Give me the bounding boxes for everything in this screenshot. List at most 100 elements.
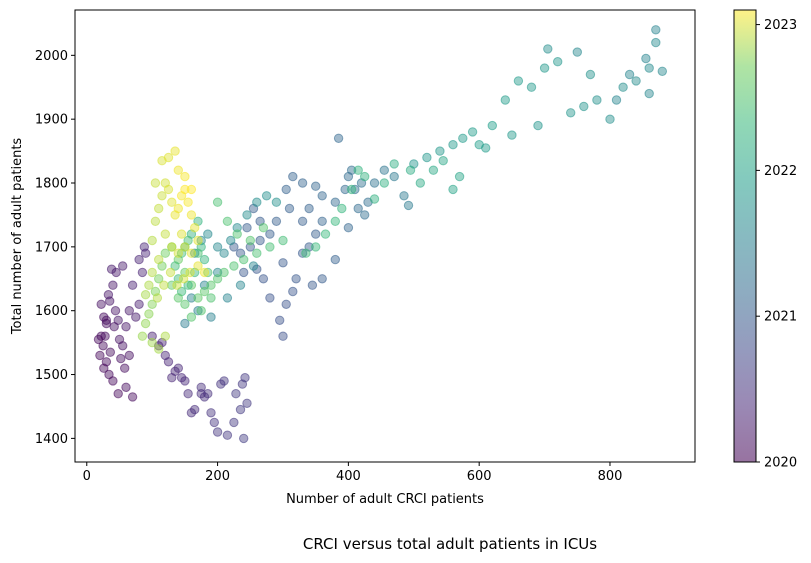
data-point bbox=[196, 389, 206, 399]
data-point bbox=[353, 165, 363, 175]
data-point bbox=[180, 318, 190, 329]
data-point bbox=[422, 152, 432, 163]
data-point bbox=[167, 197, 177, 207]
data-point bbox=[448, 140, 458, 150]
data-point bbox=[317, 216, 327, 227]
data-point bbox=[353, 203, 363, 214]
x-tick-label: 600 bbox=[467, 469, 492, 484]
data-point bbox=[275, 315, 285, 325]
data-point bbox=[360, 171, 370, 182]
data-point bbox=[199, 267, 210, 278]
data-point bbox=[147, 299, 157, 309]
data-point bbox=[226, 235, 236, 246]
data-point bbox=[278, 235, 288, 246]
data-point bbox=[222, 216, 233, 227]
x-tick-label: 200 bbox=[205, 469, 230, 484]
data-point bbox=[196, 235, 206, 246]
data-point bbox=[291, 274, 301, 284]
data-point bbox=[105, 347, 116, 357]
data-point bbox=[106, 264, 117, 274]
data-point bbox=[118, 261, 128, 271]
data-point bbox=[203, 229, 213, 239]
data-point bbox=[176, 373, 187, 383]
data-point bbox=[258, 274, 269, 284]
data-point bbox=[337, 203, 347, 214]
data-point bbox=[255, 235, 265, 246]
data-point bbox=[428, 165, 439, 175]
data-point bbox=[186, 248, 197, 258]
data-point bbox=[173, 248, 184, 258]
data-point bbox=[165, 267, 176, 278]
figure-caption: CRCI versus total adult patients in ICUs bbox=[302, 535, 598, 553]
data-point bbox=[180, 171, 190, 182]
data-point bbox=[183, 197, 193, 207]
data-point bbox=[618, 82, 628, 92]
data-point bbox=[206, 280, 216, 290]
x-axis-label: Number of adult CRCI patients bbox=[286, 492, 484, 507]
data-point bbox=[539, 63, 550, 73]
data-point bbox=[116, 353, 126, 364]
data-point bbox=[137, 331, 148, 341]
data-point bbox=[114, 334, 125, 345]
colorbar-tick-label: 2022 bbox=[764, 164, 797, 179]
x-tick-label: 800 bbox=[598, 469, 623, 484]
data-point bbox=[180, 184, 190, 195]
data-point bbox=[507, 130, 517, 140]
data-point bbox=[212, 197, 223, 207]
data-point bbox=[203, 267, 213, 278]
data-point bbox=[160, 229, 171, 239]
data-point bbox=[245, 242, 256, 252]
data-point bbox=[180, 242, 190, 252]
plot-area bbox=[74, 9, 696, 463]
data-point bbox=[271, 197, 282, 207]
data-point bbox=[242, 210, 252, 220]
data-point bbox=[96, 299, 106, 309]
data-point bbox=[288, 171, 298, 182]
data-point bbox=[147, 235, 157, 246]
data-point bbox=[150, 178, 161, 188]
data-point bbox=[173, 165, 184, 175]
data-point bbox=[139, 242, 150, 252]
data-point bbox=[183, 280, 193, 290]
data-point bbox=[553, 57, 563, 67]
data-point bbox=[239, 267, 249, 278]
data-point bbox=[369, 194, 380, 204]
data-point bbox=[644, 63, 654, 73]
data-point bbox=[222, 293, 233, 303]
data-point bbox=[278, 258, 288, 268]
data-point bbox=[235, 280, 246, 290]
data-point bbox=[154, 274, 164, 284]
data-point bbox=[360, 210, 370, 220]
data-point bbox=[160, 248, 171, 258]
data-point bbox=[340, 184, 350, 195]
data-point bbox=[231, 389, 241, 399]
y-axis-label: Total number of adult patients bbox=[10, 138, 25, 336]
data-point bbox=[481, 143, 491, 153]
data-point bbox=[448, 184, 458, 195]
data-point bbox=[108, 280, 118, 290]
data-point bbox=[330, 197, 340, 207]
data-point bbox=[127, 280, 138, 290]
data-point bbox=[533, 120, 543, 131]
data-point bbox=[193, 306, 203, 316]
data-point bbox=[235, 404, 246, 415]
data-point bbox=[193, 293, 203, 303]
data-point bbox=[167, 242, 177, 252]
y-tick-label: 2000 bbox=[35, 49, 68, 64]
data-point bbox=[297, 216, 308, 227]
x-axis-ticks: 0 200 400 600 800 bbox=[83, 462, 623, 484]
data-point bbox=[301, 248, 311, 258]
data-point bbox=[137, 267, 148, 278]
data-point bbox=[261, 191, 272, 201]
data-point bbox=[458, 133, 468, 144]
data-point bbox=[186, 184, 197, 195]
data-point bbox=[389, 159, 399, 169]
data-point bbox=[245, 235, 256, 246]
data-point bbox=[196, 382, 206, 392]
data-point bbox=[297, 248, 308, 258]
data-point bbox=[186, 312, 197, 322]
data-point bbox=[154, 254, 164, 265]
data-point bbox=[163, 152, 174, 163]
data-point bbox=[173, 203, 184, 214]
